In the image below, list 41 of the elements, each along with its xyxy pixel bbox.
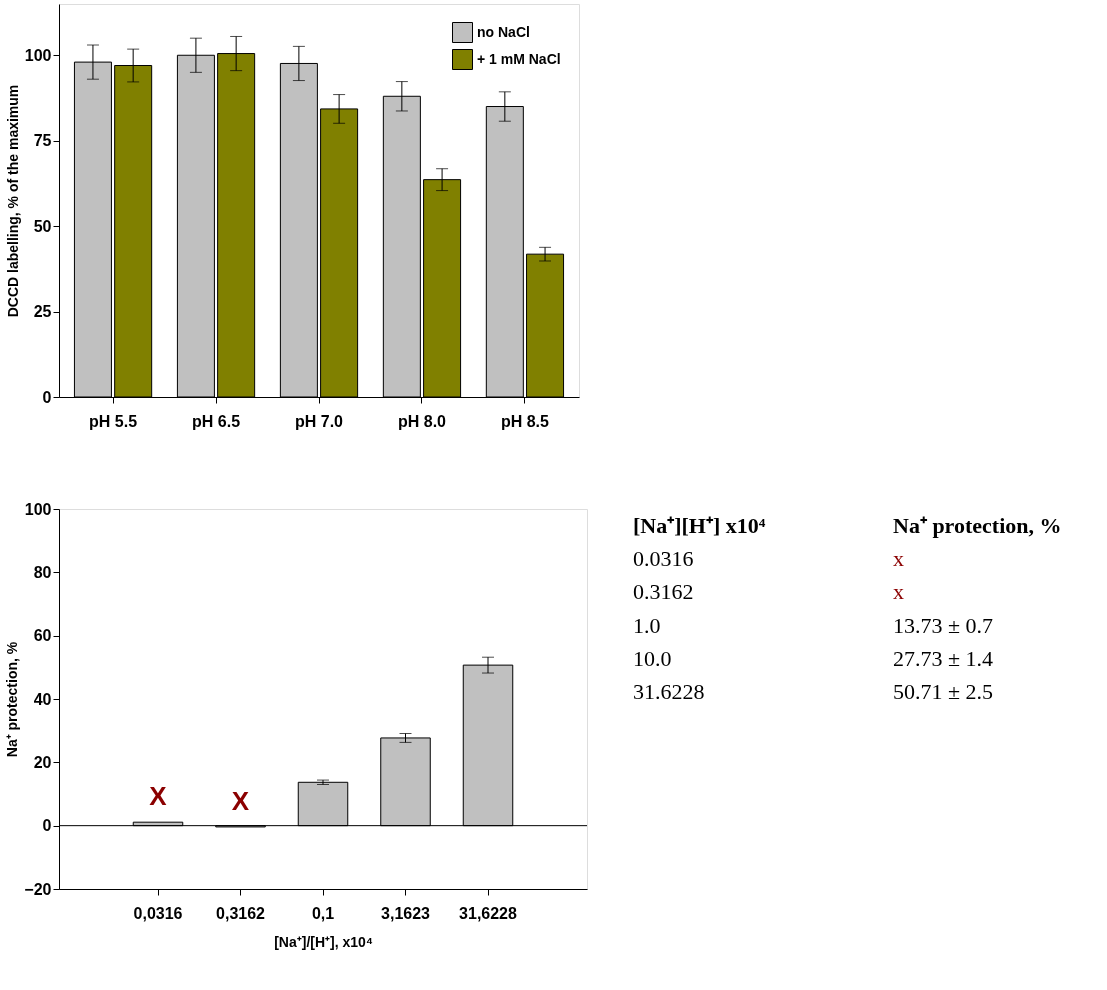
x-tick-label: 0,3162 xyxy=(216,904,266,922)
y-tick-label: 100 xyxy=(24,500,52,518)
y-tick-label: 40 xyxy=(33,690,52,708)
text: 0.3162 xyxy=(633,579,694,605)
text: [Na⁺][H⁺] x10⁴ xyxy=(633,512,766,538)
x-axis-title: [Na⁺]/[H⁺], x10⁴ xyxy=(274,933,373,950)
text: 50.71 ± 2.5 xyxy=(893,679,994,705)
y-tick-label: 80 xyxy=(33,563,52,581)
y-tick-label: 0 xyxy=(42,388,52,406)
x-tick-label: 3,1623 xyxy=(381,904,431,922)
y-axis-title: Na⁺ protection, % xyxy=(4,641,21,758)
text: Na⁺ protection, % xyxy=(893,512,1062,538)
y-axis-title: DCCD labelling, % of the maximum xyxy=(4,84,21,318)
text: 31.6228 xyxy=(633,679,705,705)
text: 13.73 ± 0.7 xyxy=(893,612,994,638)
legend-label: + 1 mM NaCl xyxy=(477,50,561,67)
x-tick-label: 31,6228 xyxy=(459,904,518,922)
y-tick-label: 60 xyxy=(33,627,52,645)
x-tick-label: pH 5.5 xyxy=(89,412,138,430)
text: x xyxy=(893,546,904,571)
x-tick-label: pH 6.5 xyxy=(192,412,241,430)
legend-label: no NaCl xyxy=(477,23,530,40)
x-tick-label: pH 8.0 xyxy=(397,412,447,430)
text: 1.0 xyxy=(633,612,661,638)
y-tick-label: 20 xyxy=(33,753,52,771)
y-tick-label: 0 xyxy=(42,817,52,835)
y-tick-label: 50 xyxy=(33,217,52,235)
y-tick-label: 75 xyxy=(33,132,52,150)
x-tick-label: 0,1 xyxy=(311,904,335,922)
x-tick-label: pH 7.0 xyxy=(294,412,344,430)
x-tick-label: pH 8.5 xyxy=(500,412,550,430)
y-tick-label: −20 xyxy=(24,880,52,898)
data-label: X xyxy=(231,785,250,816)
y-tick-label: 100 xyxy=(24,46,52,64)
text: x xyxy=(893,579,904,605)
text: 10.0 xyxy=(633,646,672,671)
y-tick-label: 25 xyxy=(33,303,52,321)
text: 27.73 ± 1.4 xyxy=(893,646,994,671)
data-label: X xyxy=(149,781,168,812)
text: 0.0316 xyxy=(633,546,694,571)
x-tick-label: 0,0316 xyxy=(133,904,183,922)
